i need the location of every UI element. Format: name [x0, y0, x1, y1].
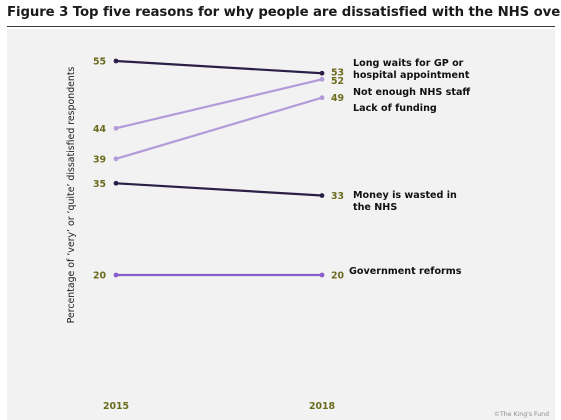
- data-label: 55: [93, 57, 106, 68]
- data-point: [113, 156, 119, 162]
- data-label: 49: [331, 93, 344, 104]
- data-point: [319, 95, 325, 101]
- series-name-label: Government reforms: [349, 266, 462, 277]
- data-label: 20: [331, 271, 345, 282]
- data-point: [113, 125, 119, 131]
- x-tick-label: 2018: [309, 401, 335, 412]
- data-point: [319, 193, 325, 198]
- data-point: [319, 272, 325, 278]
- data-label: 20: [93, 271, 107, 282]
- data-point: [113, 180, 119, 186]
- series-name-label: Not enough NHS staff: [353, 87, 470, 98]
- data-label: 33: [331, 191, 344, 202]
- series-name-label: Lack of funding: [353, 103, 437, 114]
- series-line: [115, 59, 323, 75]
- source-credit: ©The King's Fund: [494, 410, 549, 418]
- figure-title: Figure 3 Top five reasons for why people…: [7, 5, 561, 20]
- data-point: [113, 58, 119, 64]
- title-rule: [7, 26, 555, 27]
- data-label: 52: [331, 76, 344, 87]
- data-label: 44: [93, 124, 107, 135]
- x-tick-label: 2015: [103, 401, 129, 412]
- series-name-label: hospital appointment: [353, 70, 470, 81]
- data-point: [113, 272, 119, 278]
- series-name-label: Long waits for GP or: [353, 58, 464, 69]
- data-point: [319, 70, 325, 76]
- series-line: [115, 96, 323, 160]
- series-line: [115, 182, 323, 197]
- data-label: 53: [331, 68, 344, 79]
- data-label: 35: [93, 179, 106, 190]
- y-axis-label: Percentage of ‘very’ or ‘quite’ dissatis…: [66, 66, 77, 323]
- series-name-label: the NHS: [353, 202, 397, 213]
- data-point: [319, 76, 325, 82]
- data-label: 39: [93, 154, 106, 165]
- series-name-label: Money is wasted in: [353, 190, 457, 201]
- chart-panel: [7, 29, 555, 420]
- series-line: [115, 78, 323, 130]
